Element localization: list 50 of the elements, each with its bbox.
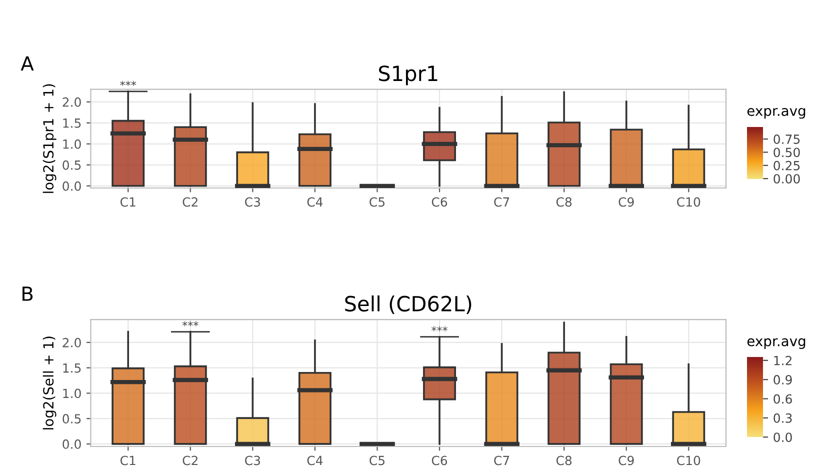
color-bar-label: 0.75 <box>774 134 800 144</box>
annotation: *** <box>120 80 136 86</box>
x-tick-label: C9 <box>618 197 634 207</box>
x-tick-label: C8 <box>556 456 572 466</box>
color-bar-title: expr.avg <box>747 338 806 349</box>
color-bar-label: 0.6 <box>774 394 792 404</box>
chart-title: Sell (CD62L) <box>345 295 472 314</box>
annotation: *** <box>182 321 198 326</box>
x-tick-label: C10 <box>677 197 700 207</box>
x-tick-label: C6 <box>432 456 448 466</box>
color-bar-label: 0.25 <box>774 160 800 170</box>
x-tick-label: C4 <box>307 197 323 207</box>
y-tick-label: 2.0 <box>62 338 81 348</box>
x-tick-label: C7 <box>494 197 510 207</box>
x-tick-label: C2 <box>182 456 198 466</box>
x-tick-label: C3 <box>245 456 260 466</box>
color-bar-label: 0.9 <box>774 375 792 384</box>
y-tick-label: 1.0 <box>63 139 81 149</box>
text: A <box>20 56 34 70</box>
y-tick-label: 0.0 <box>62 181 81 191</box>
y-tick-label: 1.0 <box>63 388 81 398</box>
x-tick-label: C6 <box>432 197 448 207</box>
y-tick-label: 0.5 <box>62 160 81 170</box>
x-tick-label: C5 <box>370 456 384 466</box>
x-tick-label: C4 <box>307 456 323 466</box>
y-tick-label: 2.0 <box>62 97 81 107</box>
color-bar-label: 0.50 <box>774 148 800 158</box>
x-tick-label: C10 <box>677 456 700 466</box>
color-bar-label: 1.2 <box>774 356 792 366</box>
x-tick-label: C1 <box>120 456 136 466</box>
color-bar-label: 0.0 <box>774 432 792 442</box>
x-tick-label: C5 <box>370 197 384 207</box>
chart-title: S1pr1 <box>378 66 438 86</box>
x-tick-label: C3 <box>245 197 260 207</box>
color-bar-title: expr.avg <box>747 108 806 119</box>
color-bar-label: 0.00 <box>774 174 800 184</box>
color-bar-label: 0.3 <box>774 413 792 423</box>
x-tick-label: C2 <box>182 197 198 207</box>
annotation: *** <box>432 326 448 332</box>
y-tick-label: 1.5 <box>63 363 81 373</box>
y-tick-label: 1.5 <box>63 118 81 128</box>
y-axis-title: log2(S1pr1 + 1) <box>42 84 56 193</box>
text: B <box>22 286 33 301</box>
y-tick-label: 0.5 <box>62 414 81 424</box>
x-tick-label: C7 <box>494 456 510 466</box>
x-tick-label: C1 <box>120 197 136 207</box>
x-tick-label: C8 <box>556 197 572 207</box>
y-axis-title: log2(Sell + 1) <box>42 336 56 430</box>
y-tick-label: 0.0 <box>62 439 81 449</box>
x-tick-label: C9 <box>618 456 634 466</box>
